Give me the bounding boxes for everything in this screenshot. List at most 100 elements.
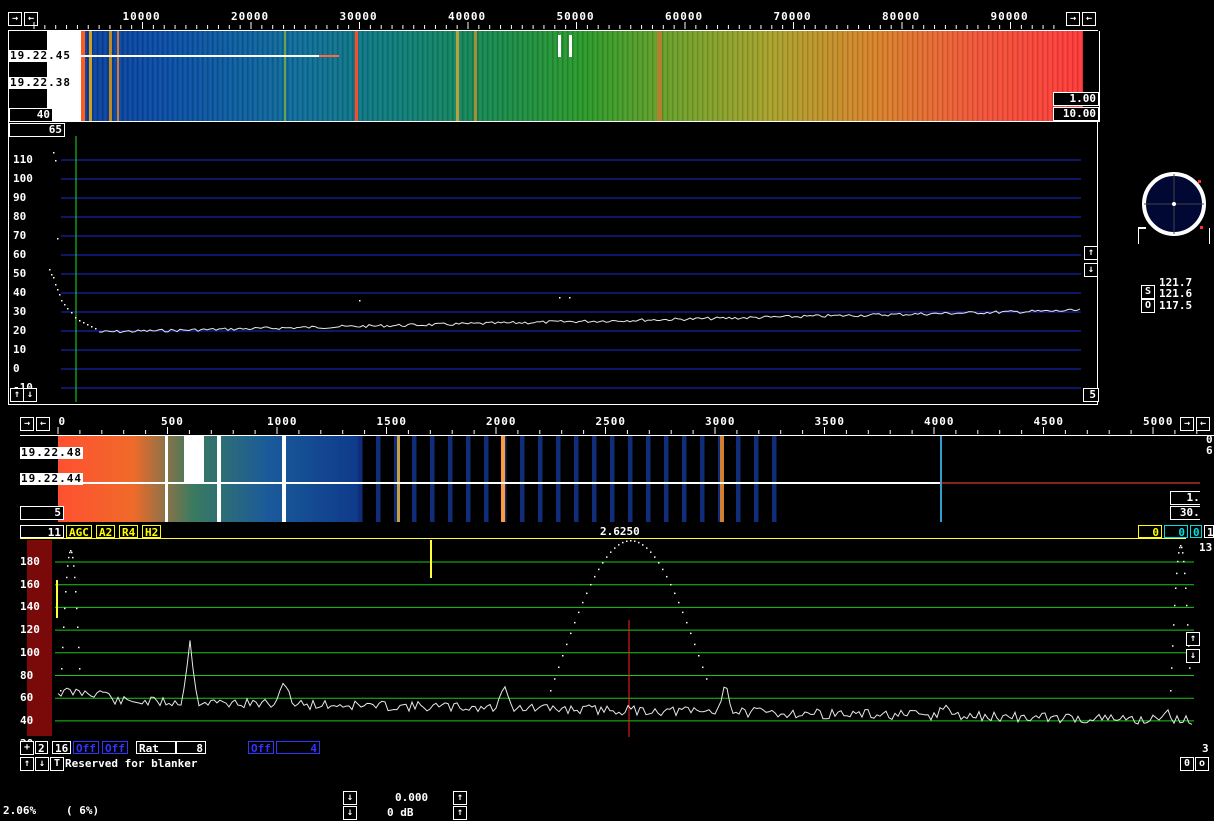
wide-graph-top-value[interactable]: 65 xyxy=(9,123,65,137)
ctl-16[interactable]: 16 xyxy=(52,741,72,755)
footer-down-arrow-icon-2[interactable]: ↓ xyxy=(343,806,357,820)
baseband-waterfall-bottom-left[interactable]: 5 xyxy=(20,506,64,520)
wide-y-tick: 80 xyxy=(13,210,27,223)
baseband-y-tick: 40 xyxy=(20,713,34,727)
footer-down-arrow-icon-1[interactable]: ↓ xyxy=(343,791,357,805)
wide-graph-canvas xyxy=(49,136,1081,402)
baseband-status-bar: 11 AGC A2 R4 H2 2.6250 0 0 0 1 xyxy=(20,525,1214,539)
baseband-y-tick: 120 xyxy=(20,623,40,637)
wide-scale-ticks xyxy=(33,22,1055,29)
ctl-off-1[interactable]: Off xyxy=(73,741,99,755)
wide-waterfall-time-1: 19.22.45 xyxy=(9,49,72,62)
baseband-waterfall-time-2: 19.22.44 xyxy=(20,472,83,485)
status-right-4[interactable]: 1 xyxy=(1204,525,1214,539)
wide-y-tick: 10 xyxy=(13,343,27,356)
wide-waterfall-gain[interactable]: 1.00 xyxy=(1053,92,1099,106)
wide-graph-corner-value[interactable]: 5 xyxy=(1083,388,1099,402)
row2-right-o[interactable]: o xyxy=(1195,757,1209,771)
status-center-value: 2.6250 xyxy=(600,525,640,538)
wide-graph-down-arrow-icon[interactable]: ↓ xyxy=(1084,263,1098,277)
h2-button[interactable]: H2 xyxy=(142,525,162,539)
baseband-graph-down-arrow-icon[interactable]: ↓ xyxy=(1186,649,1200,663)
baseband-right-edge-1: 0 xyxy=(1206,433,1213,446)
r4-button[interactable]: R4 xyxy=(119,525,139,539)
add-plus-icon[interactable]: + xyxy=(20,741,34,755)
wide-graph-corner-up-arrow-icon[interactable]: ↑ xyxy=(10,388,24,402)
baseband-level-bar xyxy=(27,540,52,736)
baseband-right-edge-2: 6 xyxy=(1206,444,1213,457)
wide-waterfall-contrast[interactable]: 10.00 xyxy=(1053,107,1099,121)
wide-y-tick: 0 xyxy=(13,362,20,375)
baseband-right-bottom-3: 3 xyxy=(1202,742,1209,755)
baseband-waterfall-image xyxy=(58,436,358,522)
agc-button[interactable]: AGC xyxy=(66,525,92,539)
cpu-load-paren: ( 6%) xyxy=(66,804,100,817)
baseband-y-tick: 60 xyxy=(20,691,34,705)
baseband-scale-left-arrow-icon-2[interactable]: ← xyxy=(1196,417,1210,431)
baseband-controls-row2: ↑ ↓ T Reserved for blanker 0 o xyxy=(20,757,1214,771)
wide-y-tick: 70 xyxy=(13,229,27,242)
ctl-4[interactable]: 4 xyxy=(276,741,320,755)
wide-waterfall-time-2: 19.22.38 xyxy=(9,76,72,89)
baseband-waterfall-contrast[interactable]: 30.00 xyxy=(1170,506,1200,520)
baseband-freq-label: 5000 xyxy=(1143,415,1174,428)
status-left-number[interactable]: 11 xyxy=(20,525,64,539)
baseband-waterfall[interactable]: 19.22.48 19.22.44 5 1.00 30.00 xyxy=(20,436,1200,522)
wide-scale-left-arrow-icon-2[interactable]: ← xyxy=(1082,12,1096,26)
wide-freq-label: 70000 xyxy=(773,10,812,23)
row2-right-0[interactable]: 0 xyxy=(1180,757,1194,771)
meter-panel xyxy=(1137,168,1214,248)
row2-t-button[interactable]: T xyxy=(50,757,64,771)
baseband-graph-up-arrow-icon[interactable]: ↑ xyxy=(1186,632,1200,646)
wide-freq-label: 10000 xyxy=(122,10,161,23)
baseband-scale-ticks xyxy=(57,427,1198,434)
baseband-scale-left-arrow-icon[interactable]: ← xyxy=(36,417,50,431)
baseband-freq-label: 4500 xyxy=(1033,415,1064,428)
wide-freq-label: 80000 xyxy=(882,10,921,23)
wide-y-tick: 60 xyxy=(13,248,27,261)
footer-value-1: 0.000 xyxy=(395,791,429,804)
ctl-rat[interactable]: Rat xyxy=(136,741,176,755)
wide-waterfall-left-white xyxy=(47,31,81,121)
baseband-freq-label: 2500 xyxy=(595,415,626,428)
ctl-off-3[interactable]: Off xyxy=(248,741,274,755)
baseband-waterfall-time-1: 19.22.48 xyxy=(20,446,83,459)
baseband-freq-label: 0 xyxy=(58,415,67,428)
wide-scale-right-arrow-icon[interactable]: → xyxy=(8,12,22,26)
ctl-8[interactable]: 8 xyxy=(176,741,206,755)
wide-graph-up-arrow-icon[interactable]: ↑ xyxy=(1084,246,1098,260)
status-right-2[interactable]: 0 xyxy=(1164,525,1188,539)
baseband-y-tick: 140 xyxy=(20,600,40,614)
footer-up-arrow-icon-1[interactable]: ↑ xyxy=(453,791,467,805)
wide-freq-label: 40000 xyxy=(448,10,487,23)
row2-up-arrow-icon[interactable]: ↑ xyxy=(20,757,34,771)
baseband-freq-label: 500 xyxy=(161,415,184,428)
footer-up-arrow-icon-2[interactable]: ↑ xyxy=(453,806,467,820)
baseband-freq-scale: → ← 0 500 1000 1500 2000 2500 3000 3500 4000 4500… xyxy=(20,415,1214,436)
baseband-freq-label: 2000 xyxy=(486,415,517,428)
wide-y-tick: 20 xyxy=(13,324,27,337)
wide-waterfall-image xyxy=(47,31,1083,121)
baseband-waterfall-lines xyxy=(76,436,1200,522)
wide-waterfall-bottom-left[interactable]: 40 xyxy=(9,108,53,121)
status-right-1[interactable]: 0 xyxy=(1138,525,1162,539)
meter-o-button[interactable]: O xyxy=(1141,299,1155,313)
ctl-2[interactable]: 2 xyxy=(35,741,48,755)
baseband-freq-label: 3000 xyxy=(705,415,736,428)
baseband-waterfall-gain[interactable]: 1.00 xyxy=(1170,491,1200,505)
wide-y-tick: 40 xyxy=(13,286,27,299)
a2-button[interactable]: A2 xyxy=(96,525,116,539)
meter-s-button[interactable]: S xyxy=(1141,285,1155,299)
baseband-scale-right-arrow-icon[interactable]: → xyxy=(20,417,34,431)
wide-scale-right-arrow-icon-2[interactable]: → xyxy=(1066,12,1080,26)
ctl-off-2[interactable]: Off xyxy=(102,741,128,755)
wide-graph-corner-down-arrow-icon[interactable]: ↓ xyxy=(23,388,37,402)
row2-down-arrow-icon[interactable]: ↓ xyxy=(35,757,49,771)
baseband-spectrum-graph[interactable]: 18016014012010080604020 ↑ ↓ xyxy=(20,540,1200,749)
baseband-scale-right-arrow-icon-2[interactable]: → xyxy=(1180,417,1194,431)
meter-value-2: 121.6 xyxy=(1159,287,1193,300)
wide-waterfall[interactable]: 19.22.45 19.22.38 40 1.00 10.00 xyxy=(8,31,1100,122)
row2-reserved-text: Reserved for blanker xyxy=(65,757,198,770)
status-right-3[interactable]: 0 xyxy=(1190,525,1202,539)
